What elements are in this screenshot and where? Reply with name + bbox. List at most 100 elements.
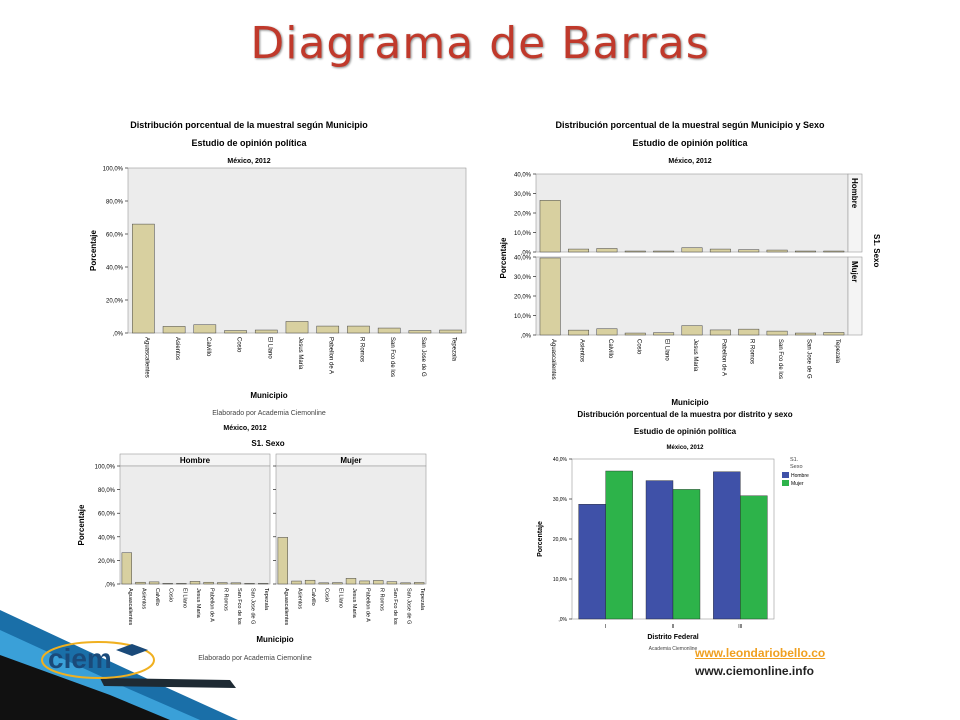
chart2-xtick-label: El Llano bbox=[664, 339, 670, 361]
chart2-facet-strip bbox=[847, 173, 863, 253]
chart4-xtick-label: I bbox=[605, 624, 606, 630]
chart4-legend-title: S1. bbox=[790, 457, 799, 463]
chart2-hombre-bar bbox=[624, 250, 646, 253]
link-leondariobello[interactable]: www.leondariobello.co bbox=[695, 646, 826, 660]
chart2-mujer-bar bbox=[681, 325, 703, 336]
chart3-facet-label: Hombre bbox=[180, 456, 211, 465]
chart2-hombre-bar bbox=[653, 250, 675, 253]
chart2-facet-label: Hombre bbox=[850, 178, 859, 209]
chart2-hombre-bar bbox=[681, 247, 703, 253]
chart2-mujer-bar bbox=[624, 332, 646, 336]
svg-text:ciem: ciem bbox=[48, 643, 112, 674]
chart3-mujer-xtick-label: San Jose de G bbox=[406, 588, 412, 624]
chart2-mujer-bar bbox=[568, 329, 590, 336]
chart3-mujer-xtick-label: Pabellon de A bbox=[365, 588, 371, 622]
chart3-mujer-bar bbox=[332, 582, 343, 585]
chart3-mujer-bar bbox=[291, 580, 302, 585]
chart1-bar bbox=[193, 324, 217, 334]
chart3-hombre-xtick-label: Pabellon de A bbox=[209, 588, 215, 622]
chart3-hombre-ytick-label: 20,0% bbox=[98, 559, 116, 565]
chart2-subtitle: Estudio de opinión política bbox=[633, 138, 749, 148]
chart2-xtick-label: R Romos bbox=[749, 339, 755, 364]
chart2-xtick-label: Aguascalientes bbox=[550, 339, 556, 380]
chart1-bar bbox=[347, 325, 370, 334]
chart1-ylabel: Porcentaje bbox=[89, 229, 98, 270]
chart1-xtick-label: El Llano bbox=[266, 337, 272, 359]
chart3-hombre-xtick-label: Aguascalientes bbox=[127, 588, 133, 626]
chart2-hombre-bar bbox=[738, 249, 760, 253]
chart1-title: Distribución porcentual de la muestral s… bbox=[130, 120, 368, 130]
chart1-footer: Elaborado por Academia Ciemonline bbox=[212, 410, 326, 417]
chart3-hombre-bar bbox=[135, 581, 146, 585]
chart3-hombre-ytick-label: 60,0% bbox=[98, 512, 116, 518]
chart3-mujer-xtick-label: San Fco de los bbox=[392, 588, 398, 625]
chart3-ylabel: Porcentaje bbox=[77, 504, 86, 545]
chart2-mujer-bar bbox=[794, 332, 816, 336]
chart2-xtick-label: Asientos bbox=[579, 339, 585, 362]
chart1-ytick-label: 20,0% bbox=[106, 299, 124, 305]
chart4-legend-swatch bbox=[782, 480, 789, 486]
chart3-hombre-bar bbox=[176, 583, 187, 585]
chart3-hombre-xtick-label: R Romos bbox=[222, 588, 228, 611]
chart2-mujer-plot-area bbox=[535, 256, 849, 336]
chart4-date: México, 2012 bbox=[666, 445, 704, 451]
chart-sexo-facets-panel: México, 2012 S1. Sexo Hombre 100,0% 80,0% 60,… bbox=[70, 420, 440, 665]
chart2-hombre-bar bbox=[539, 200, 561, 253]
chart3-mujer-bar bbox=[277, 537, 288, 585]
chart3-hombre-bar bbox=[217, 582, 228, 585]
chart2-hombre-bar bbox=[709, 248, 731, 253]
chart3-hombre-xtick-label: San Fco de los bbox=[236, 588, 242, 625]
chart3-mujer-xtick-label: Asientos bbox=[296, 588, 302, 609]
chart2-xtick-label: Jesus Maria bbox=[692, 339, 698, 372]
chart4-ytick-label: 30,0% bbox=[553, 497, 568, 503]
chart1-bar bbox=[162, 326, 186, 334]
chart2-title: Distribución porcentual de la muestral s… bbox=[555, 120, 825, 130]
chart1-xtick-label: Jesus Maria bbox=[297, 337, 303, 370]
chart3-hombre-xtick-label: Jesus Maria bbox=[195, 588, 201, 619]
chart2-hombre-bar bbox=[568, 248, 590, 253]
chart1-date: México, 2012 bbox=[227, 158, 270, 165]
slide-title: Diagrama de Barras bbox=[250, 18, 710, 69]
chart1-xtick-label: San Fco de los bbox=[389, 337, 395, 377]
chart4-ytick-label: 20,0% bbox=[553, 537, 568, 543]
chart2-facet-strip bbox=[847, 256, 863, 336]
chart3-hombre-bar bbox=[244, 583, 255, 585]
chart2-mujer-bar bbox=[539, 257, 561, 336]
chart3-hombre-bar bbox=[203, 581, 214, 585]
chart2-mujer-ytick-label: 20,0% bbox=[514, 295, 532, 301]
chart2-xtick-label: San Jose de G bbox=[805, 339, 811, 379]
chart3-mujer-bar bbox=[359, 580, 370, 585]
chart3-hombre-bar bbox=[148, 581, 160, 585]
chart4-bar-hombre bbox=[713, 471, 741, 620]
chart3-hombre-ytick-label: 40,0% bbox=[98, 535, 116, 541]
chart-distrito-panel: Distribución porcentual de la muestra po… bbox=[520, 405, 842, 655]
chart-municipio-sexo: Distribución porcentual de la muestral s… bbox=[499, 120, 881, 407]
link-ciemonline: www.ciemonline.info bbox=[695, 664, 814, 678]
chart2-xlabel: Municipio bbox=[671, 398, 708, 407]
chart2-mujer-bar bbox=[738, 328, 760, 336]
arrow-decoration bbox=[0, 610, 238, 720]
chart2-hombre-ytick-label: ,0% bbox=[521, 251, 532, 257]
chart1-xtick-label: Cosio bbox=[236, 337, 242, 353]
chart2-mujer-bar bbox=[823, 332, 845, 336]
chart2-mujer-bar bbox=[653, 332, 675, 336]
chart-municipio-sexo-panel: Distribución porcentual de la muestral s… bbox=[492, 112, 892, 407]
chart3-hombre-xtick-label: Calvillo bbox=[154, 588, 160, 606]
chart2-hombre-bar bbox=[823, 250, 845, 253]
chart2-hombre-bar bbox=[766, 249, 788, 253]
chart3-hombre-bar bbox=[189, 581, 201, 585]
chart3-hombre-xtick-label: San Jose de G bbox=[250, 588, 256, 624]
chart3-mujer-xtick-label: Aguascalientes bbox=[283, 588, 289, 626]
chart2-mujer-bar bbox=[596, 328, 618, 336]
chart-distrito: Distribución porcentual de la muestra po… bbox=[537, 410, 809, 652]
chart4-footer: Academia Ciemonline bbox=[649, 646, 698, 652]
chart3-facet-label: Mujer bbox=[340, 456, 361, 465]
chart3-hombre-bar bbox=[258, 583, 269, 585]
chart4-xtick-label: III bbox=[738, 624, 742, 630]
chart1-xtick-label: R Romos bbox=[358, 337, 364, 362]
ciem-logo: ciem bbox=[41, 641, 155, 679]
chart1-plot-area bbox=[127, 167, 467, 334]
chart4-title: Distribución porcentual de la muestra po… bbox=[577, 410, 792, 419]
chart1-ytick-label: 60,0% bbox=[106, 233, 124, 239]
chart2-hombre-ytick-label: 40,0% bbox=[514, 173, 532, 179]
